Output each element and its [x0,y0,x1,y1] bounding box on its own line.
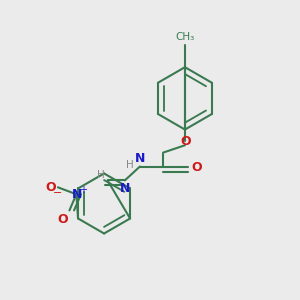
Text: N: N [72,188,83,201]
Text: O: O [192,161,202,174]
Text: −: − [53,188,63,198]
Text: O: O [58,213,68,226]
Text: N: N [120,182,130,194]
Text: CH₃: CH₃ [175,32,195,42]
Text: O: O [181,135,191,148]
Text: N: N [135,152,145,165]
Text: H: H [126,160,134,170]
Text: O: O [45,181,56,194]
Text: +: + [79,185,87,195]
Text: H: H [97,169,104,180]
